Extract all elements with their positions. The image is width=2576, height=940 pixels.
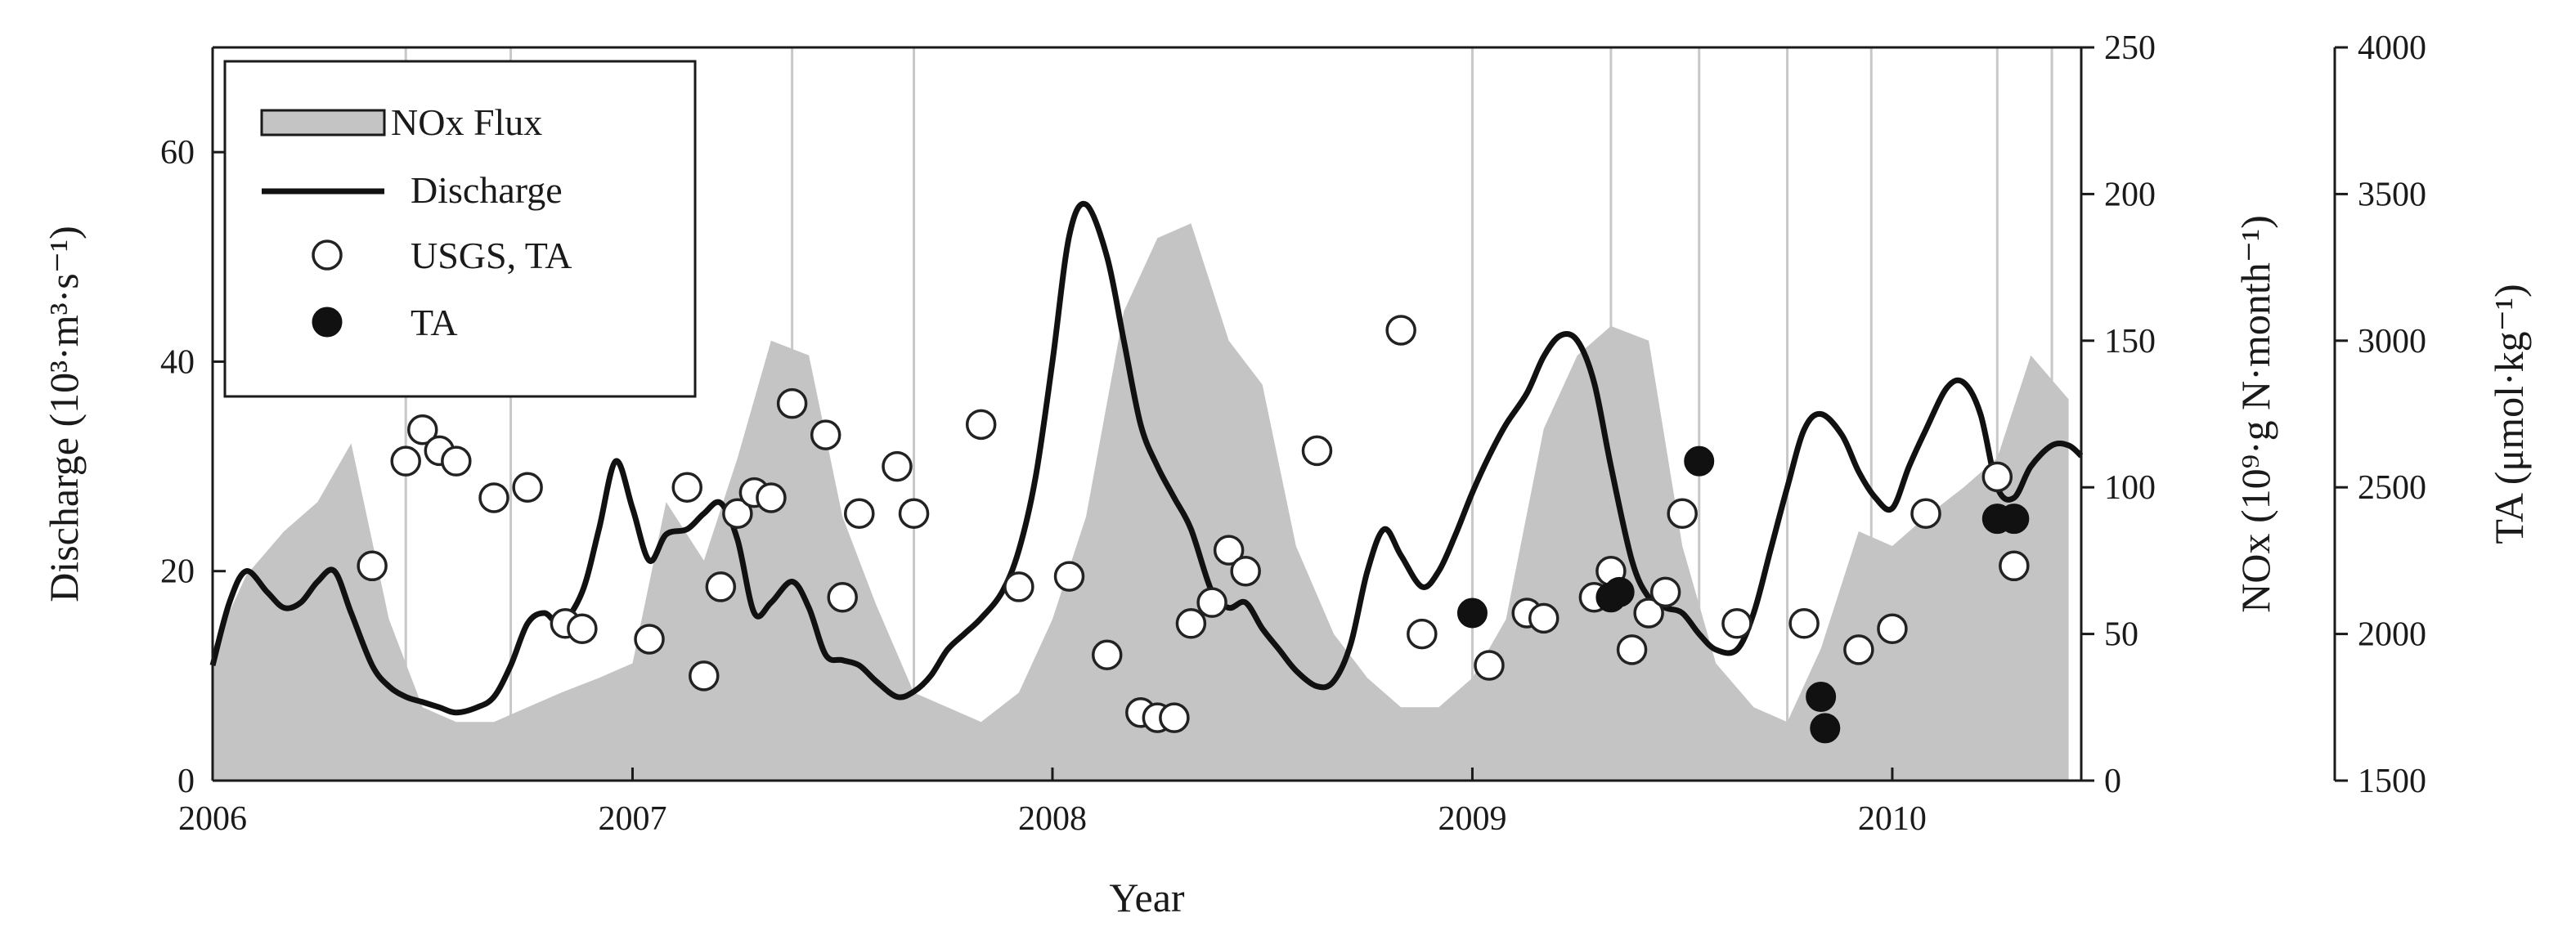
ta-tick-label: 4000 <box>2358 29 2426 67</box>
usgs-ta-point <box>898 498 930 529</box>
usgs-ta-point <box>671 472 702 503</box>
usgs-ta-point <box>567 613 598 644</box>
usgs-ta-point <box>1159 702 1190 733</box>
usgs-ta-point <box>965 409 997 441</box>
usgs-ta-point <box>756 482 787 513</box>
usgs-ta-point <box>810 419 841 450</box>
usgs-ta-point <box>1981 461 2013 493</box>
legend-label: Discharge <box>411 169 563 211</box>
scatter-layer <box>357 315 2030 744</box>
usgs-ta-point <box>406 414 438 445</box>
ta-point <box>1604 576 1635 607</box>
legend-label: NOx Flux <box>391 101 542 143</box>
ta-tick-label: 2000 <box>2358 616 2426 654</box>
discharge-layer <box>209 200 2084 716</box>
ta-tick-label: 2500 <box>2358 469 2426 507</box>
nox-flux-area <box>213 223 2069 781</box>
ta-tick-label: 3000 <box>2358 323 2426 360</box>
ta-axis-title: TA (μmol·kg⁻¹) <box>2486 284 2532 544</box>
ta-point <box>1999 504 2030 535</box>
x-tick-label: 2006 <box>178 800 247 838</box>
nox-tick-label: 250 <box>2104 29 2156 67</box>
usgs-ta-point <box>827 582 858 613</box>
x-tick-label: 2009 <box>1438 800 1506 838</box>
usgs-ta-point <box>357 550 388 582</box>
usgs-ta-point <box>1910 498 1941 529</box>
x-tick-label: 2007 <box>598 800 666 838</box>
usgs-ta-point <box>1053 561 1085 592</box>
usgs-ta-point <box>1407 618 1438 650</box>
left-tick-label: 0 <box>177 763 195 800</box>
ta-point <box>1456 598 1488 629</box>
usgs-ta-point <box>1213 535 1245 566</box>
usgs-ta-point <box>1230 555 1261 587</box>
left-tick-label: 40 <box>160 343 195 381</box>
nox-tick-label: 100 <box>2104 469 2156 507</box>
usgs-ta-point <box>1633 598 1664 629</box>
usgs-ta-point <box>1301 435 1333 467</box>
legend-usgs-ta-marker <box>312 239 343 271</box>
ta-point <box>1806 681 1837 712</box>
ta-point <box>1810 713 1841 744</box>
usgs-ta-point <box>1649 576 1681 608</box>
usgs-ta-point <box>512 472 543 503</box>
usgs-ta-point <box>722 498 753 529</box>
left-tick-label: 20 <box>160 553 195 591</box>
legend-label: TA <box>411 302 458 343</box>
usgs-ta-point <box>776 387 808 419</box>
x-axis-title: Year <box>1109 875 1184 920</box>
usgs-ta-point <box>634 624 665 655</box>
legend: NOx Flux Discharge USGS, TA TA <box>223 60 697 398</box>
left-tick-label: 60 <box>160 134 195 172</box>
usgs-ta-point <box>1616 634 1648 665</box>
x-tick-label: 2010 <box>1858 800 1927 838</box>
usgs-ta-point <box>1843 634 1874 665</box>
axes: 2006 2007 2008 2009 2010 0 20 40 60 0 50 100 150 200 2… <box>41 29 2532 920</box>
nox-tick-label: 0 <box>2104 763 2121 800</box>
usgs-ta-point <box>1091 639 1123 670</box>
legend-ta-marker <box>312 307 343 338</box>
usgs-ta-point <box>689 660 720 692</box>
nox-axis-title: NOx (10⁹·g N·month⁻¹) <box>2233 215 2278 613</box>
usgs-ta-point <box>441 445 472 477</box>
nox-tick-label: 200 <box>2104 176 2156 213</box>
nox-tick-label: 50 <box>2104 616 2138 654</box>
usgs-ta-point <box>1528 602 1560 634</box>
x-tick-label: 2008 <box>1018 800 1087 838</box>
usgs-ta-point <box>478 482 509 513</box>
legend-nox-flux-swatch <box>260 109 386 137</box>
legend-label: USGS, TA <box>411 235 572 276</box>
usgs-ta-point <box>1999 550 2030 582</box>
ta-tick-label: 1500 <box>2358 763 2426 800</box>
usgs-ta-point <box>390 445 421 477</box>
usgs-ta-point <box>1667 498 1698 529</box>
nox-flux-layer <box>213 223 2069 781</box>
nox-tick-label: 150 <box>2104 323 2156 360</box>
usgs-ta-point <box>1721 608 1752 639</box>
ta-tick-label: 3500 <box>2358 176 2426 213</box>
usgs-ta-point <box>705 571 737 602</box>
usgs-ta-point <box>1175 608 1207 639</box>
usgs-ta-point <box>1474 650 1505 681</box>
ta-point <box>1684 445 1715 477</box>
usgs-ta-point <box>844 498 875 529</box>
usgs-ta-point <box>1385 315 1416 346</box>
usgs-ta-point <box>882 450 913 482</box>
usgs-ta-point <box>1788 608 1820 639</box>
usgs-ta-point <box>1196 587 1227 618</box>
left-axis-title: Discharge (10³·m³·s⁻¹) <box>41 226 87 602</box>
usgs-ta-point <box>1003 571 1034 602</box>
discharge-line <box>209 200 2084 716</box>
usgs-ta-point <box>1877 613 1908 644</box>
